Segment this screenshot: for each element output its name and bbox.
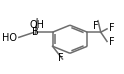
Text: F: F — [58, 53, 63, 63]
Text: OH: OH — [30, 20, 45, 30]
Text: F: F — [93, 21, 99, 31]
Text: F: F — [109, 23, 115, 33]
Text: B: B — [32, 27, 38, 37]
Text: F: F — [109, 37, 115, 47]
Text: HO: HO — [1, 33, 16, 43]
